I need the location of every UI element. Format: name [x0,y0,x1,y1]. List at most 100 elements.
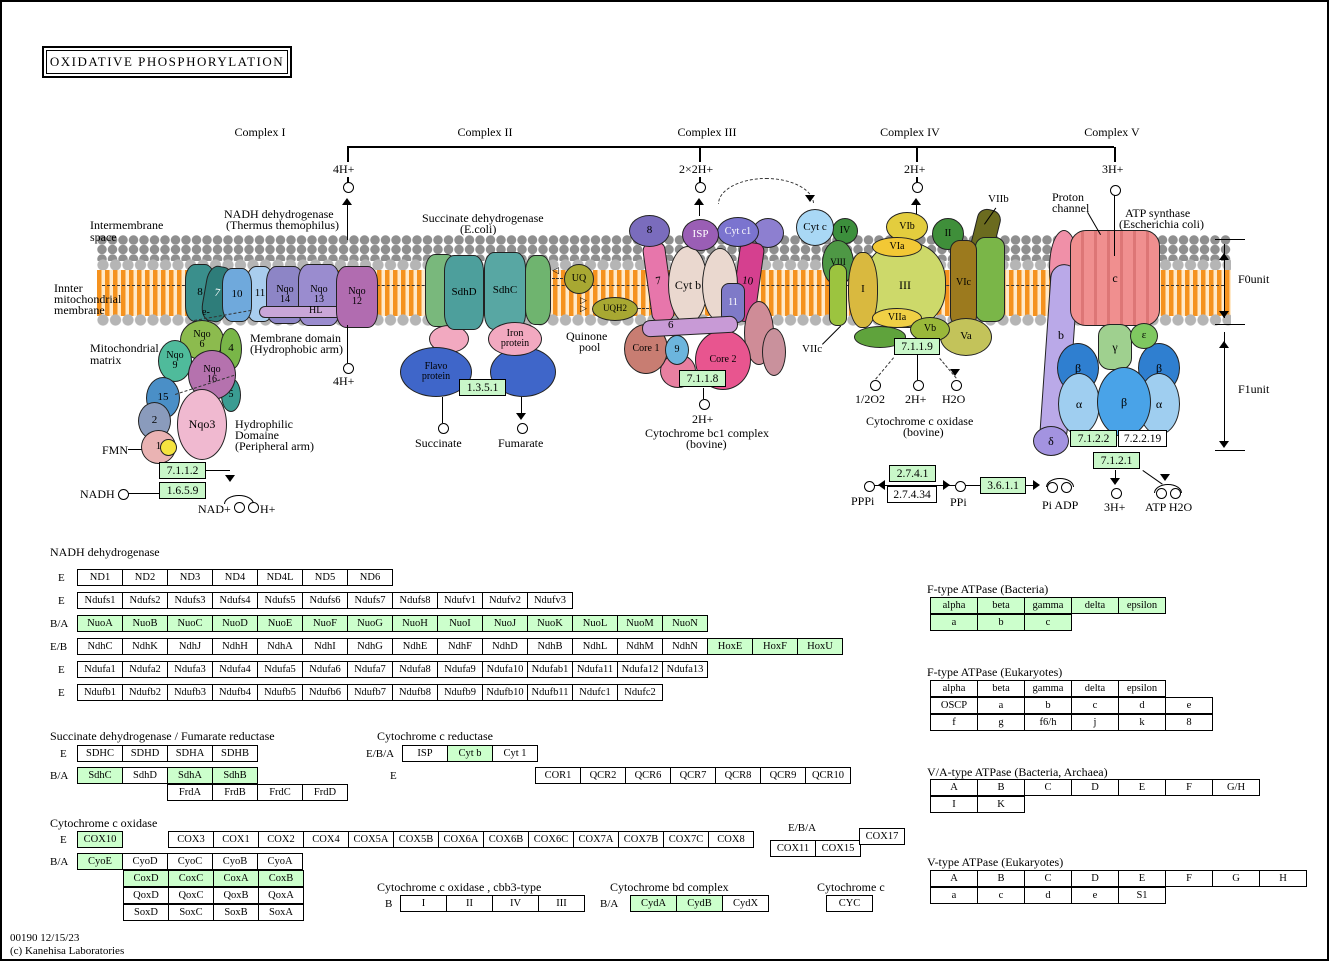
gene-cell-sdha[interactable]: SDHA [167,745,213,762]
gene-cell-nuoh[interactable]: NuoH [392,615,438,632]
gene-cell-ndufb6[interactable]: Ndufb6 [302,684,348,701]
gene-cell-ndufa12[interactable]: Ndufa12 [617,661,663,678]
gene-cell-cor1[interactable]: COR1 [535,767,581,784]
gene-cell-cyod[interactable]: CyoD [122,853,168,870]
gene-cell-ndhf[interactable]: NdhF [437,638,483,655]
gene-cell-nd3[interactable]: ND3 [167,569,213,586]
gene-cell-ndufa3[interactable]: Ndufa3 [167,661,213,678]
gene-cell-c[interactable]: C [1024,870,1072,887]
gene-cell-ndufs6[interactable]: Ndufs6 [302,592,348,609]
gene-cell-e[interactable]: e [1165,697,1213,714]
gene-cell-soxa[interactable]: SoxA [258,904,304,921]
gene-cell-nuon[interactable]: NuoN [662,615,708,632]
gene-cell-ndhk[interactable]: NdhK [122,638,168,655]
gene-cell-hoxu[interactable]: HoxU [797,638,843,655]
gene-cell-ndufv3[interactable]: Ndufv3 [527,592,573,609]
gene-cell-ndufc1[interactable]: Ndufc1 [572,684,618,701]
gene-cell-ndhe[interactable]: NdhE [392,638,438,655]
ec-7-1-2-1[interactable]: 7.1.2.1 [1093,452,1140,469]
gene-cell-cydb[interactable]: CydB [676,895,723,912]
gene-cell-qcr8[interactable]: QCR8 [715,767,761,784]
gene-cell-ndufab1[interactable]: Ndufab1 [527,661,573,678]
gene-cell-cyt-b[interactable]: Cyt b [447,745,493,762]
gene-cell-cox6a[interactable]: COX6A [438,831,484,848]
gene-cell-coxb[interactable]: CoxB [258,870,304,887]
gene-cell-sdhb[interactable]: SDHB [212,745,258,762]
gene-cell-ndufs2[interactable]: Ndufs2 [122,592,168,609]
gene-cell-a[interactable]: a [930,887,978,904]
gene-cell-qoxd[interactable]: QoxD [123,887,169,904]
gene-cell-iv[interactable]: IV [492,895,539,912]
gene-cell-cox11[interactable]: COX11 [770,840,816,857]
gene-cell-nuoa[interactable]: NuoA [77,615,123,632]
gene-cell-cox1[interactable]: COX1 [213,831,259,848]
gene-cell-sdhd[interactable]: SDHD [122,745,168,762]
gene-cell-qoxb[interactable]: QoxB [213,887,259,904]
gene-cell-delta[interactable]: delta [1071,680,1119,697]
gene-cell-ndufb9[interactable]: Ndufb9 [437,684,483,701]
gene-cell-cyda[interactable]: CydA [630,895,677,912]
gene-cell-epsilon[interactable]: epsilon [1118,680,1166,697]
gene-cell-b[interactable]: B [977,779,1025,796]
gene-cell-e[interactable]: E [1118,870,1166,887]
gene-cell-e[interactable]: E [1118,779,1166,796]
gene-cell-epsilon[interactable]: epsilon [1118,597,1166,614]
gene-cell-e[interactable]: e [1071,887,1119,904]
gene-cell-ndufs1[interactable]: Ndufs1 [77,592,123,609]
gene-cell-c[interactable]: c [977,887,1025,904]
gene-cell-ndufb11[interactable]: Ndufb11 [527,684,573,701]
gene-cell-hoxf[interactable]: HoxF [752,638,798,655]
gene-cell-cox3[interactable]: COX3 [168,831,214,848]
gene-cell-a[interactable]: A [930,870,978,887]
gene-cell-qcr2[interactable]: QCR2 [580,767,626,784]
gene-cell-qcr6[interactable]: QCR6 [625,767,671,784]
gene-cell-g[interactable]: g [977,714,1025,731]
gene-cell-d[interactable]: D [1071,870,1119,887]
gene-cell-ndufa11[interactable]: Ndufa11 [572,661,618,678]
gene-cell-frda[interactable]: FrdA [167,784,213,801]
gene-cell-hoxe[interactable]: HoxE [707,638,753,655]
gene-cell-ndufs5[interactable]: Ndufs5 [257,592,303,609]
gene-cell-frdd[interactable]: FrdD [302,784,348,801]
gene-cell-f[interactable]: F [1165,870,1213,887]
gene-cell-nuom[interactable]: NuoM [617,615,663,632]
gene-cell-ndufa4[interactable]: Ndufa4 [212,661,258,678]
gene-cell-h[interactable]: H [1259,870,1307,887]
gene-cell-c[interactable]: c [1071,697,1119,714]
gene-cell-cyoe[interactable]: CyoE [77,853,123,870]
gene-cell-ndha[interactable]: NdhA [257,638,303,655]
gene-cell-s1[interactable]: S1 [1118,887,1166,904]
gene-cell-d[interactable]: D [1071,779,1119,796]
gene-cell-8[interactable]: 8 [1165,714,1213,731]
gene-cell-ndhl[interactable]: NdhL [572,638,618,655]
gene-cell-ndufa10[interactable]: Ndufa10 [482,661,528,678]
gene-cell-cox8[interactable]: COX8 [708,831,754,848]
gene-cell-i[interactable]: I [930,796,978,813]
gene-cell-gamma[interactable]: gamma [1024,680,1072,697]
gene-cell-ndhj[interactable]: NdhJ [167,638,213,655]
gene-cell-beta[interactable]: beta [977,597,1025,614]
gene-cell-ndufv2[interactable]: Ndufv2 [482,592,528,609]
gene-cell-k[interactable]: K [977,796,1025,813]
gene-cell-nuok[interactable]: NuoK [527,615,573,632]
gene-cell-gamma[interactable]: gamma [1024,597,1072,614]
gene-cell-b[interactable]: b [977,614,1025,631]
gene-cell-cox7c[interactable]: COX7C [663,831,709,848]
gene-cell-frdb[interactable]: FrdB [212,784,258,801]
gene-cell-ndufb7[interactable]: Ndufb7 [347,684,393,701]
gene-cell-ndufa7[interactable]: Ndufa7 [347,661,393,678]
gene-cell-ndufb1[interactable]: Ndufb1 [77,684,123,701]
gene-cell-d[interactable]: d [1024,887,1072,904]
gene-cell-cox5a[interactable]: COX5A [348,831,394,848]
ec-3-6-1-1[interactable]: 3.6.1.1 [980,477,1026,494]
gene-cell-ndhi[interactable]: NdhI [302,638,348,655]
gene-cell-cox6c[interactable]: COX6C [528,831,574,848]
gene-cell-a[interactable]: A [930,779,978,796]
gene-cell-ndufa2[interactable]: Ndufa2 [122,661,168,678]
gene-cell-ndufs4[interactable]: Ndufs4 [212,592,258,609]
gene-cell-ndufb3[interactable]: Ndufb3 [167,684,213,701]
gene-cell-ndufv1[interactable]: Ndufv1 [437,592,483,609]
gene-cell-c[interactable]: C [1024,779,1072,796]
gene-cell-coxa[interactable]: CoxA [213,870,259,887]
gene-cell-soxd[interactable]: SoxD [123,904,169,921]
